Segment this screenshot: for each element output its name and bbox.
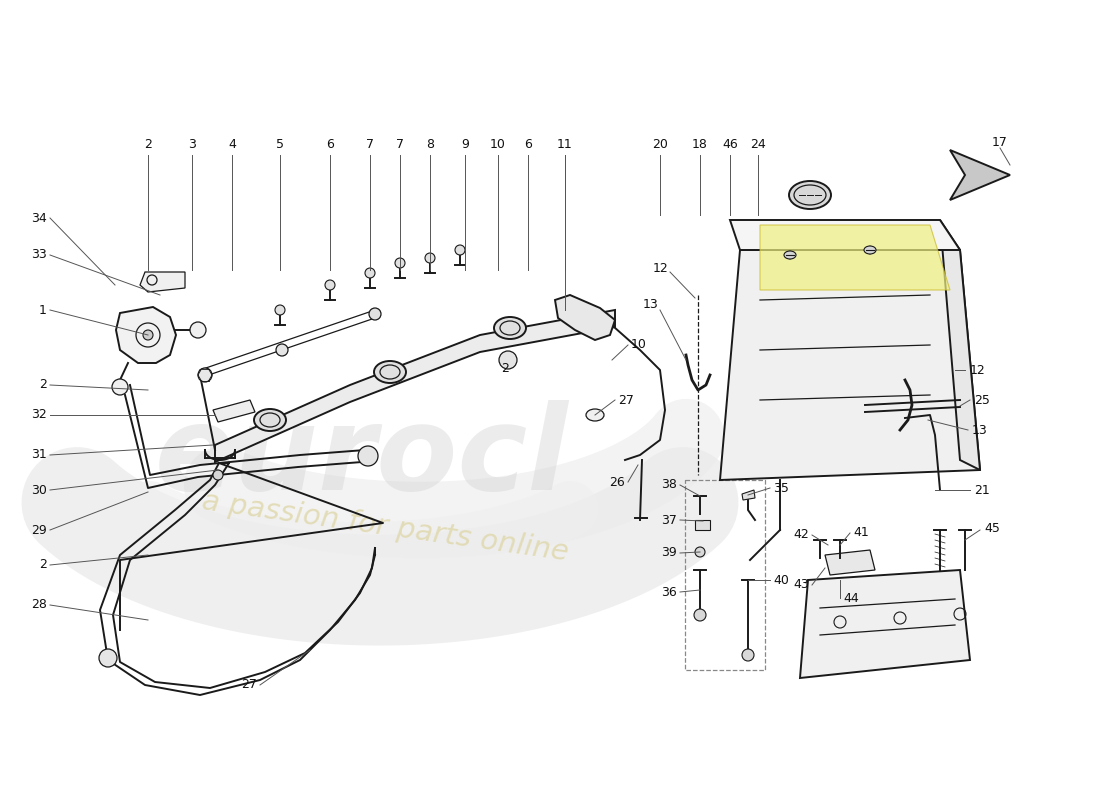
- Text: 25: 25: [974, 394, 990, 406]
- Text: a passion for parts online: a passion for parts online: [200, 486, 570, 566]
- Text: 36: 36: [661, 586, 676, 598]
- Text: 43: 43: [793, 578, 808, 591]
- Text: 30: 30: [31, 483, 47, 497]
- Text: 7: 7: [396, 138, 404, 151]
- Text: 33: 33: [31, 249, 47, 262]
- Ellipse shape: [494, 317, 526, 339]
- Text: 11: 11: [557, 138, 573, 151]
- Circle shape: [143, 330, 153, 340]
- Text: 10: 10: [631, 338, 647, 351]
- Polygon shape: [140, 272, 185, 292]
- Text: 2: 2: [40, 558, 47, 571]
- Polygon shape: [720, 250, 980, 480]
- Text: 5: 5: [276, 138, 284, 151]
- Ellipse shape: [789, 181, 830, 209]
- Text: 2: 2: [502, 362, 509, 374]
- Polygon shape: [742, 490, 755, 500]
- Text: 12: 12: [652, 262, 668, 274]
- Text: 31: 31: [31, 449, 47, 462]
- Text: 35: 35: [773, 482, 789, 494]
- Text: 27: 27: [241, 678, 257, 691]
- Text: 13: 13: [972, 423, 988, 437]
- Circle shape: [695, 547, 705, 557]
- Circle shape: [499, 351, 517, 369]
- Polygon shape: [825, 550, 874, 575]
- Ellipse shape: [254, 409, 286, 431]
- Text: 44: 44: [843, 591, 859, 605]
- Text: 38: 38: [661, 478, 676, 491]
- Text: 24: 24: [750, 138, 766, 151]
- Text: 9: 9: [461, 138, 469, 151]
- Circle shape: [198, 368, 212, 382]
- Circle shape: [455, 245, 465, 255]
- Text: 45: 45: [984, 522, 1000, 534]
- Text: 26: 26: [609, 475, 625, 489]
- Polygon shape: [730, 220, 960, 250]
- Text: 42: 42: [793, 529, 808, 542]
- Circle shape: [694, 609, 706, 621]
- Text: 41: 41: [852, 526, 869, 539]
- Polygon shape: [214, 310, 615, 462]
- Polygon shape: [556, 295, 615, 340]
- Text: 37: 37: [661, 514, 676, 526]
- Polygon shape: [213, 400, 255, 422]
- Text: 3: 3: [188, 138, 196, 151]
- Ellipse shape: [784, 251, 796, 259]
- Text: 1: 1: [40, 303, 47, 317]
- Text: 2: 2: [144, 138, 152, 151]
- Polygon shape: [800, 570, 970, 678]
- Text: 12: 12: [970, 363, 986, 377]
- Circle shape: [213, 470, 223, 480]
- Polygon shape: [950, 150, 1010, 200]
- Circle shape: [742, 649, 754, 661]
- Text: 46: 46: [722, 138, 738, 151]
- Circle shape: [190, 322, 206, 338]
- Text: 34: 34: [31, 211, 47, 225]
- Text: 21: 21: [974, 483, 990, 497]
- Polygon shape: [116, 307, 176, 363]
- Ellipse shape: [586, 409, 604, 421]
- Polygon shape: [695, 520, 710, 530]
- Text: eurocl: eurocl: [155, 400, 569, 515]
- Circle shape: [368, 308, 381, 320]
- Text: 28: 28: [31, 598, 47, 611]
- Text: 39: 39: [661, 546, 676, 559]
- Text: 13: 13: [642, 298, 658, 311]
- Circle shape: [112, 379, 128, 395]
- Circle shape: [276, 344, 288, 356]
- Circle shape: [99, 649, 117, 667]
- Text: 8: 8: [426, 138, 434, 151]
- Text: 20: 20: [652, 138, 668, 151]
- Text: 29: 29: [31, 523, 47, 537]
- Text: 6: 6: [524, 138, 532, 151]
- Text: 27: 27: [618, 394, 634, 406]
- Text: 17: 17: [992, 135, 1008, 149]
- Text: 32: 32: [31, 409, 47, 422]
- Polygon shape: [940, 220, 980, 470]
- Text: 4: 4: [228, 138, 235, 151]
- Text: 6: 6: [326, 138, 334, 151]
- Circle shape: [395, 258, 405, 268]
- Text: 40: 40: [773, 574, 789, 586]
- Text: 18: 18: [692, 138, 708, 151]
- Ellipse shape: [864, 246, 876, 254]
- Polygon shape: [760, 225, 950, 290]
- Circle shape: [425, 253, 435, 263]
- Circle shape: [324, 280, 336, 290]
- Circle shape: [365, 268, 375, 278]
- Ellipse shape: [374, 361, 406, 383]
- Text: 10: 10: [491, 138, 506, 151]
- Circle shape: [275, 305, 285, 315]
- Text: 2: 2: [40, 378, 47, 391]
- Text: 7: 7: [366, 138, 374, 151]
- Circle shape: [358, 446, 378, 466]
